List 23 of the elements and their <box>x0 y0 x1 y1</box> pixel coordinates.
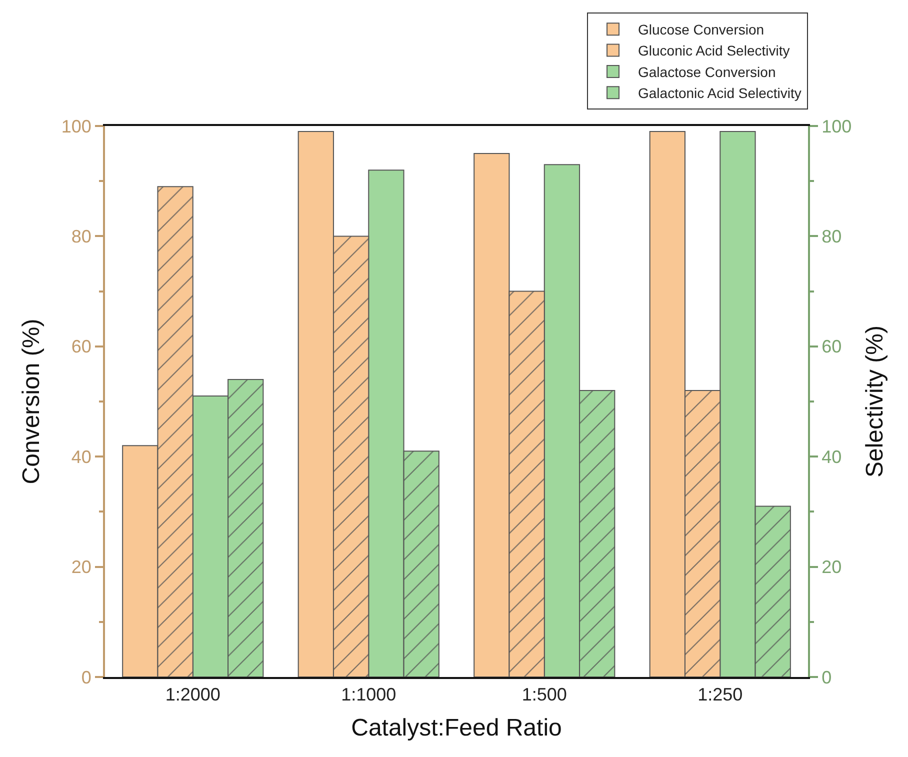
legend-label: Gluconic Acid Selectivity <box>638 42 790 59</box>
y-axis-title: Conversion (%) <box>18 318 45 484</box>
legend-label: Glucose Conversion <box>638 22 764 38</box>
legend-label: Galactonic Acid Selectivity <box>638 85 802 102</box>
y2-tick-label: 40 <box>822 446 842 467</box>
y-tick-label: 40 <box>71 446 92 467</box>
y2-tick-label: 20 <box>822 557 842 578</box>
y-tick-label: 60 <box>71 336 92 357</box>
y2-tick-label: 60 <box>822 336 842 357</box>
y2-axis-title: Selectivity (%) <box>861 325 888 478</box>
y-tick-label: 20 <box>71 557 92 578</box>
y2-tick-label: 100 <box>822 116 852 136</box>
y2-tick-label: 80 <box>822 226 842 246</box>
x-axis-title: Catalyst:Feed Ratio <box>351 714 562 742</box>
x-tick-label: 1:2000 <box>165 684 220 705</box>
y-tick-label: 80 <box>71 226 92 246</box>
x-tick-label: 1:1000 <box>341 684 396 705</box>
x-tick-label: 1:500 <box>522 684 567 705</box>
y-tick-label: 0 <box>81 667 92 688</box>
legend-label: Galactose Conversion <box>638 64 776 80</box>
y-tick-label: 100 <box>61 116 92 136</box>
y2-tick-label: 0 <box>822 667 832 688</box>
x-tick-label: 1:250 <box>698 684 743 705</box>
